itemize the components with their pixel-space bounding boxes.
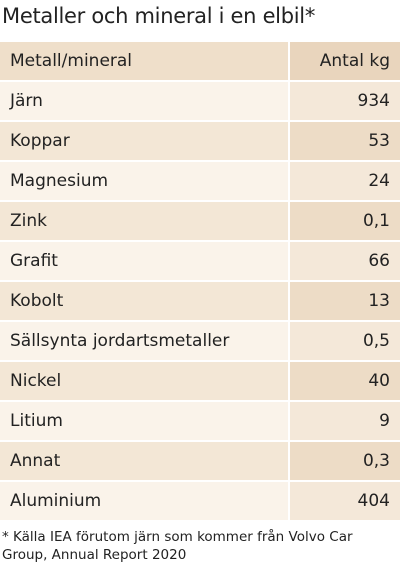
material-cell: Litium [0,402,288,440]
material-cell: Magnesium [0,162,288,200]
amount-cell: 24 [288,162,400,200]
material-cell: Sällsynta jordartsmetaller [0,322,288,360]
header-cell: Metall/mineral [0,42,288,80]
material-cell: Koppar [0,122,288,160]
material-cell: Grafit [0,242,288,280]
material-cell: Aluminium [0,482,288,520]
material-cell: Järn [0,82,288,120]
table-row: Grafit 66 [0,242,400,280]
amount-cell: 0,5 [288,322,400,360]
amount-cell: 40 [288,362,400,400]
table-row: Zink 0,1 [0,202,400,240]
material-cell: Zink [0,202,288,240]
table: Metall/mineral Antal kg Järn 934 Koppar 53 M… [0,40,400,522]
header-row: Metall/mineral Antal kg [0,42,400,80]
material-cell: Annat [0,442,288,480]
table-row: Annat 0,3 [0,442,400,480]
material-cell: Nickel [0,362,288,400]
header-cell: Antal kg [288,42,400,80]
amount-cell: 934 [288,82,400,120]
table-row: Kobolt 13 [0,282,400,320]
amount-cell: 0,3 [288,442,400,480]
amount-cell: 0,1 [288,202,400,240]
table-row: Magnesium 24 [0,162,400,200]
amount-cell: 53 [288,122,400,160]
material-cell: Kobolt [0,282,288,320]
amount-cell: 13 [288,282,400,320]
footnote: * Källa IEA förutom järn som kommer från… [2,529,353,563]
title: Metaller och mineral i en elbil* [2,4,316,28]
amount-cell: 404 [288,482,400,520]
table-row: Sällsynta jordartsmetaller 0,5 [0,322,400,360]
table-row: Nickel 40 [0,362,400,400]
amount-cell: 9 [288,402,400,440]
table-row: Järn 934 [0,82,400,120]
table-row: Koppar 53 [0,122,400,160]
table-row: Aluminium 404 [0,482,400,520]
table-row: Litium 9 [0,402,400,440]
amount-cell: 66 [288,242,400,280]
